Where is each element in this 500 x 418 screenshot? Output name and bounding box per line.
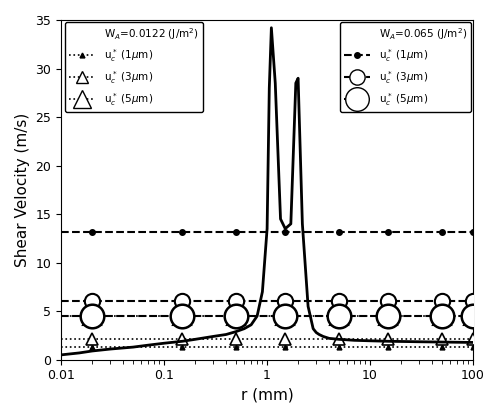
Legend: W$_A$=0.065 (J/m$^2$), u$_c^*$ (1$\mu$m), u$_c^*$ (3$\mu$m), u$_c^*$ (5$\mu$m): W$_A$=0.065 (J/m$^2$), u$_c^*$ (1$\mu$m)… bbox=[340, 22, 471, 112]
Y-axis label: Shear Velocity (m/s): Shear Velocity (m/s) bbox=[15, 113, 30, 267]
X-axis label: r (mm): r (mm) bbox=[240, 388, 294, 403]
